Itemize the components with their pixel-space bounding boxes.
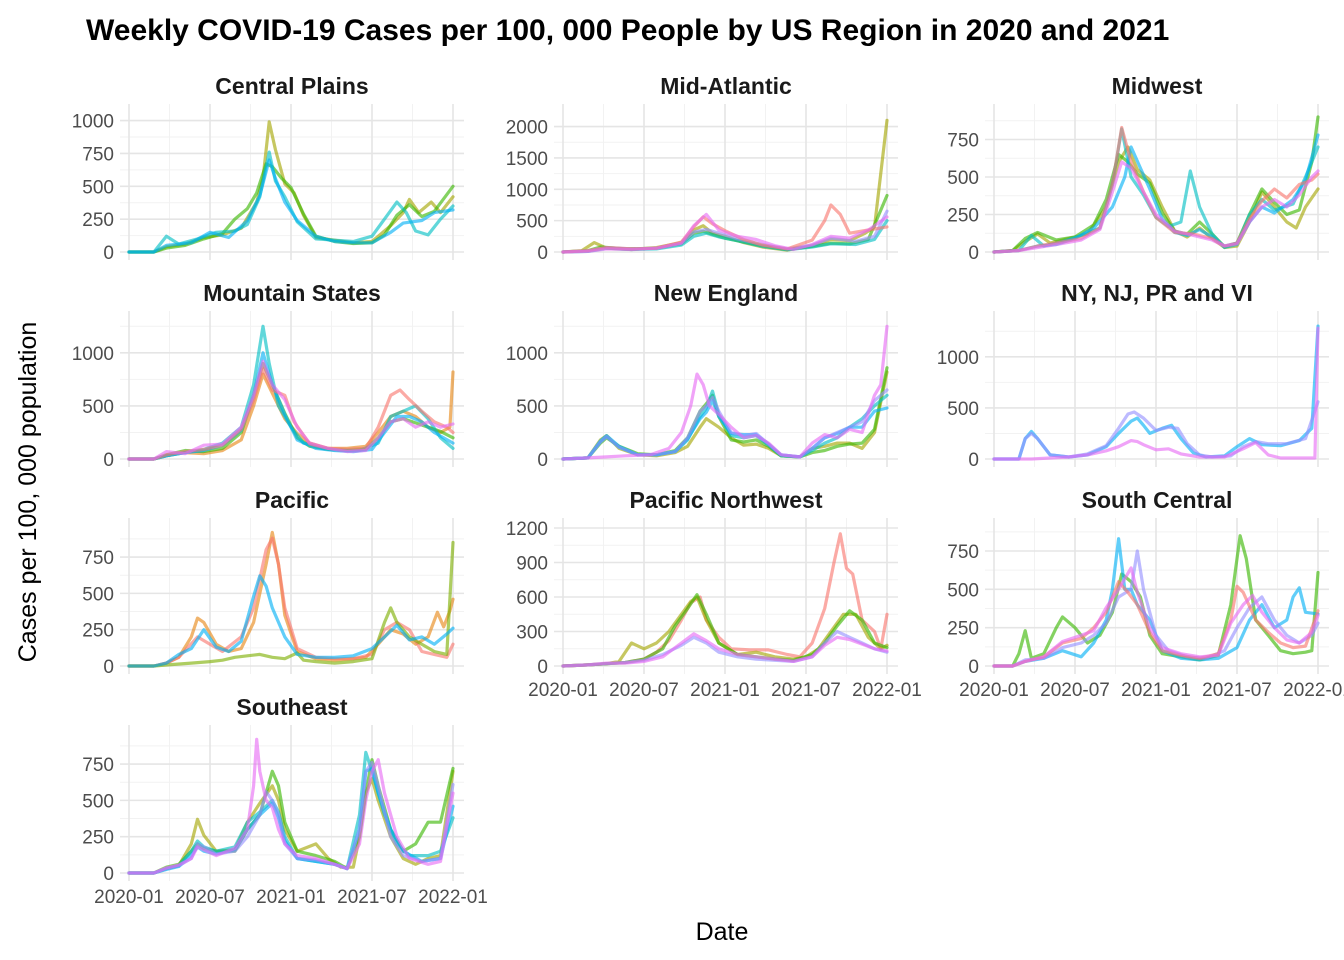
y-tick-label: 0 <box>968 243 979 264</box>
y-tick-label: 750 <box>82 755 114 776</box>
panel-southeast: Southeast 0 250 500 750 2020-01 2020-07 2021-01… <box>82 694 488 908</box>
facet-title: Pacific <box>255 487 329 513</box>
y-tick-label: 500 <box>516 397 548 418</box>
x-tick-label: 2020-01 <box>94 887 164 908</box>
panel-pacific: Pacific 0 250 500 750 <box>82 487 464 678</box>
panel-ny-nj-pr-and-vi: NY, NJ, PR and VI 0 500 1000 <box>937 280 1329 471</box>
y-tick-label: 500 <box>947 580 979 601</box>
series-line <box>127 737 455 875</box>
facet-title: Midwest <box>1112 73 1203 99</box>
series-line <box>992 160 1320 254</box>
y-tick-label: 250 <box>82 621 114 642</box>
y-tick-label: 1000 <box>72 112 114 133</box>
series-line <box>127 162 455 254</box>
series-line <box>561 212 889 254</box>
facet-title: Central Plains <box>215 73 368 99</box>
panel-pacific-northwest: Pacific Northwest 0 300 600 900 1200 2020-01 20… <box>506 487 922 701</box>
series-line <box>127 370 455 461</box>
panel-new-england: New England 0 500 1000 <box>506 280 898 471</box>
y-tick-label: 0 <box>537 243 548 264</box>
series-line <box>992 326 1320 461</box>
series-line <box>127 158 455 254</box>
y-tick-label: 0 <box>103 864 114 885</box>
series-line <box>992 566 1320 668</box>
y-tick-label: 1000 <box>506 180 548 201</box>
y-tick-label: 500 <box>947 168 979 189</box>
y-tick-label: 250 <box>947 619 979 640</box>
y-tick-label: 1200 <box>506 519 548 540</box>
y-tick-label: 750 <box>82 548 114 569</box>
y-tick-label: 1000 <box>506 344 548 365</box>
facet-title: Mid-Atlantic <box>660 73 792 99</box>
x-tick-label: 2021-01 <box>256 887 326 908</box>
panel-mountain-states: Mountain States 0 500 1000 <box>72 280 464 471</box>
y-tick-label: 500 <box>516 212 548 233</box>
y-tick-label: 500 <box>82 397 114 418</box>
x-tick-label: 2021-01 <box>690 680 760 701</box>
x-tick-label: 2020-07 <box>1040 680 1110 701</box>
series-line <box>127 574 455 668</box>
y-tick-label: 0 <box>537 450 548 471</box>
series-line <box>561 632 889 668</box>
x-tick-label: 2020-07 <box>175 887 245 908</box>
panel-mid-atlantic: Mid-Atlantic 0 500 1000 1500 2000 <box>506 73 898 264</box>
x-tick-label: 2021-01 <box>1121 680 1191 701</box>
facet-title: Mountain States <box>203 280 381 306</box>
y-tick-label: 0 <box>537 657 548 678</box>
facet-panels: Central Plains02505007501000Mid-Atlantic… <box>72 73 1344 908</box>
x-tick-label: 2022-01 <box>1283 680 1344 701</box>
chart-title: Weekly COVID-19 Cases per 100, 000 Peopl… <box>86 14 1169 47</box>
facet-title: New England <box>654 280 798 306</box>
y-tick-label: 0 <box>103 450 114 471</box>
panel-south-central: South Central 0 250 500 750 2020-01 2020-07 202… <box>947 487 1344 701</box>
y-tick-label: 750 <box>947 131 979 152</box>
y-tick-label: 300 <box>516 623 548 644</box>
y-axis-title: Cases per 100, 000 population <box>14 322 42 663</box>
x-tick-label: 2022-01 <box>418 887 488 908</box>
series-line <box>561 324 889 461</box>
x-tick-label: 2020-01 <box>959 680 1029 701</box>
y-tick-label: 0 <box>968 450 979 471</box>
series-line <box>127 359 455 461</box>
y-tick-label: 250 <box>947 206 979 227</box>
y-tick-label: 0 <box>103 243 114 264</box>
x-axis-title: Date <box>696 918 749 946</box>
y-tick-label: 1500 <box>506 149 548 170</box>
y-tick-label: 500 <box>947 399 979 420</box>
y-tick-label: 1000 <box>937 348 979 369</box>
x-tick-label: 2020-07 <box>609 680 679 701</box>
y-tick-label: 500 <box>82 584 114 605</box>
y-tick-label: 250 <box>82 210 114 231</box>
y-tick-label: 500 <box>82 177 114 198</box>
y-tick-label: 250 <box>82 828 114 849</box>
facet-title: Pacific Northwest <box>630 487 823 513</box>
x-tick-label: 2022-01 <box>852 680 922 701</box>
y-tick-label: 1000 <box>72 344 114 365</box>
x-tick-label: 2020-01 <box>528 680 598 701</box>
y-tick-label: 750 <box>947 542 979 563</box>
y-tick-label: 2000 <box>506 118 548 139</box>
x-tick-label: 2021-07 <box>1202 680 1272 701</box>
facet-title: South Central <box>1082 487 1233 513</box>
y-tick-label: 750 <box>82 144 114 165</box>
y-tick-label: 0 <box>103 657 114 678</box>
x-tick-label: 2021-07 <box>771 680 841 701</box>
panel-midwest: Midwest 0 250 500 750 <box>947 73 1329 264</box>
panel-central-plains: Central Plains 0 250 500 750 1000 <box>72 73 464 264</box>
series-line <box>127 540 455 668</box>
y-tick-label: 600 <box>516 588 548 609</box>
y-tick-label: 900 <box>516 554 548 575</box>
series-line <box>992 537 1320 668</box>
facet-title: NY, NJ, PR and VI <box>1061 280 1253 306</box>
x-tick-label: 2021-07 <box>337 887 407 908</box>
y-tick-label: 500 <box>82 791 114 812</box>
y-tick-label: 0 <box>968 657 979 678</box>
facet-title: Southeast <box>236 694 348 720</box>
